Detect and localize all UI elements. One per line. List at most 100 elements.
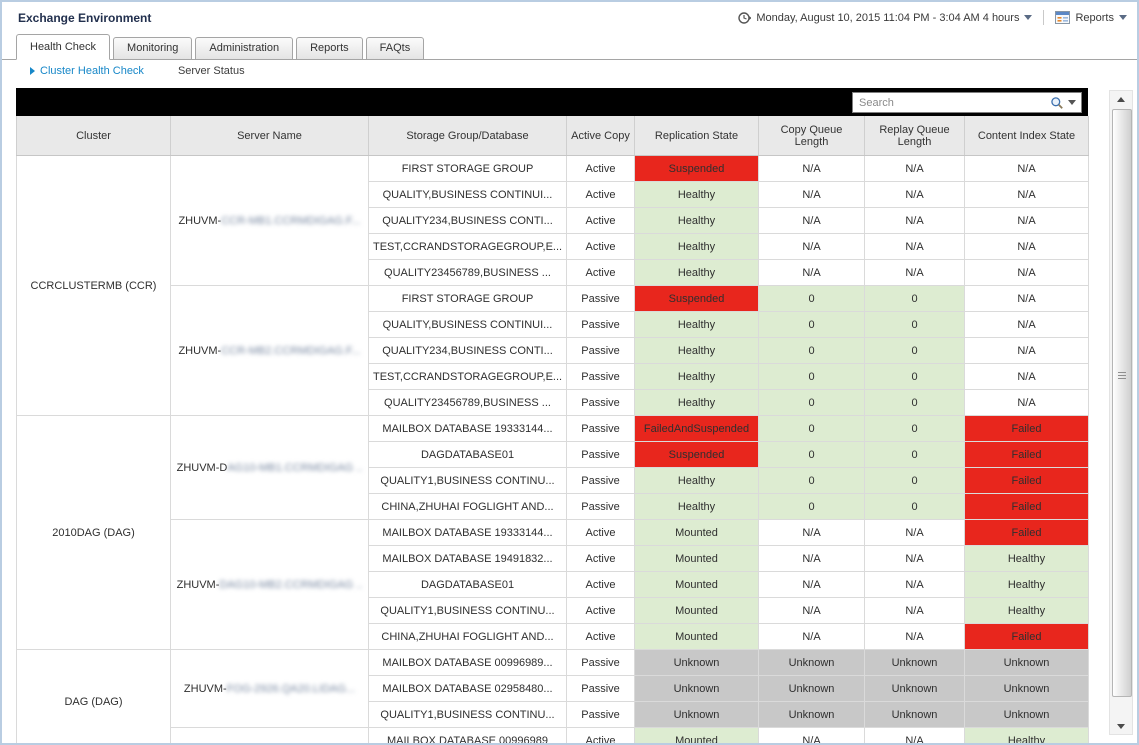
- replay-queue-cell: N/A: [864, 623, 965, 650]
- column-header-active-copy[interactable]: Active Copy: [566, 116, 635, 156]
- toolbar-divider: [1043, 10, 1045, 25]
- column-header-server-name[interactable]: Server Name: [170, 116, 369, 156]
- copy-queue-cell: N/A: [758, 545, 865, 572]
- table-row: QUALITY1,BUSINESS CONTINU... Passive Unkno…: [17, 701, 1089, 728]
- tab-monitoring[interactable]: Monitoring: [113, 37, 193, 60]
- reports-caret-icon[interactable]: [1119, 15, 1127, 20]
- grid-wrap: Cluster Server Name Storage Group/Database…: [16, 116, 1089, 743]
- column-header-content-index-state[interactable]: Content Index State: [964, 116, 1089, 156]
- content-index-cell: N/A: [964, 285, 1089, 312]
- scroll-thumb[interactable]: [1112, 109, 1132, 697]
- database-cell: DAGDATABASE01: [368, 441, 567, 468]
- database-cell: MAILBOX DATABASE 19333144...: [368, 415, 567, 442]
- server-name-cell: ZHUVM-DAG10-MB2.CCRMDIGAG ..: [170, 519, 369, 650]
- active-copy-cell: Active: [566, 259, 635, 286]
- replay-queue-cell: 0: [864, 337, 965, 364]
- subnav: Cluster Health Check Server Status: [30, 65, 245, 77]
- replication-state-cell: Unknown: [634, 649, 759, 676]
- active-copy-cell: Passive: [566, 415, 635, 442]
- tab-reports[interactable]: Reports: [296, 37, 363, 60]
- tab-administration[interactable]: Administration: [195, 37, 294, 60]
- content-index-cell: Failed: [964, 623, 1089, 650]
- column-header-replication-state[interactable]: Replication State: [634, 116, 759, 156]
- subnav-item-label: Cluster Health Check: [40, 65, 144, 77]
- replication-state-cell: Suspended: [634, 441, 759, 468]
- search-options-caret-icon[interactable]: [1068, 100, 1076, 105]
- content-index-cell: N/A: [964, 337, 1089, 364]
- column-header-copy-queue-length[interactable]: Copy Queue Length: [758, 116, 865, 156]
- content-index-cell: Healthy: [964, 571, 1089, 598]
- table-row: QUALITY23456789,BUSINESS ... Passive Healt…: [17, 389, 1089, 416]
- database-cell: MAILBOX DATABASE 02958480...: [368, 675, 567, 702]
- replay-queue-cell: 0: [864, 493, 965, 520]
- active-copy-cell: Passive: [566, 363, 635, 390]
- server-name-prefix: ZHUVM-: [178, 214, 222, 227]
- subnav-item-label: Server Status: [177, 65, 245, 77]
- replay-queue-cell: N/A: [864, 181, 965, 208]
- time-range-caret-icon[interactable]: [1024, 15, 1033, 20]
- active-copy-cell: Passive: [566, 285, 635, 312]
- cluster-health-table: Cluster Server Name Storage Group/Database…: [16, 116, 1089, 743]
- replay-queue-cell: 0: [864, 363, 965, 390]
- content-index-cell: Failed: [964, 493, 1089, 520]
- scroll-up-button[interactable]: [1110, 91, 1132, 107]
- active-copy-cell: Passive: [566, 493, 635, 520]
- content-index-cell: N/A: [964, 311, 1089, 338]
- server-name-redacted: AG10-MB1.CCRMDIGAG ..: [227, 461, 363, 474]
- tab-health-check[interactable]: Health Check: [16, 34, 111, 60]
- subnav-item-server-status[interactable]: Server Status: [178, 65, 245, 77]
- scroll-down-button[interactable]: [1110, 718, 1132, 734]
- cluster-cell: 2010DAG (DAG): [16, 415, 171, 650]
- replay-queue-cell: N/A: [864, 519, 965, 546]
- tab-bar: Health Check Monitoring Administration Repo…: [16, 34, 425, 60]
- replication-state-cell: Unknown: [634, 675, 759, 702]
- table-row: MAILBOX DATABASE 02958480... Passive Unkno…: [17, 675, 1089, 702]
- active-copy-cell: Active: [566, 727, 635, 743]
- replay-queue-cell: N/A: [864, 597, 965, 624]
- search-input[interactable]: [853, 96, 1050, 109]
- search-icon[interactable]: [1050, 96, 1064, 110]
- server-name-cell: ZHUVM-FOG-2926.QA20.LIDAG...: [170, 649, 369, 728]
- replay-queue-cell: Unknown: [864, 649, 965, 676]
- column-header-replay-queue-length[interactable]: Replay Queue Length: [864, 116, 965, 156]
- tab-faqts[interactable]: FAQts: [365, 37, 425, 60]
- replay-queue-cell: Unknown: [864, 675, 965, 702]
- search-box[interactable]: [852, 92, 1082, 113]
- replication-state-cell: Healthy: [634, 233, 759, 260]
- replication-state-cell: Healthy: [634, 337, 759, 364]
- database-cell: QUALITY234,BUSINESS CONTI...: [368, 207, 567, 234]
- copy-queue-cell: N/A: [758, 259, 865, 286]
- active-copy-cell: Active: [566, 181, 635, 208]
- content-index-cell: N/A: [964, 389, 1089, 416]
- server-name-redacted: FOG-2926.QA20.LIDAG...: [226, 682, 356, 695]
- time-range-control[interactable]: Monday, August 10, 2015 11:04 PM - 3:04 …: [737, 11, 1033, 25]
- content-index-cell: N/A: [964, 155, 1089, 182]
- vertical-scrollbar[interactable]: [1109, 90, 1133, 735]
- content-index-cell: N/A: [964, 363, 1089, 390]
- replication-state-cell: Mounted: [634, 545, 759, 572]
- replay-queue-cell: N/A: [864, 207, 965, 234]
- column-header-cluster[interactable]: Cluster: [16, 116, 171, 156]
- copy-queue-cell: N/A: [758, 233, 865, 260]
- replication-state-cell: Suspended: [634, 155, 759, 182]
- copy-queue-cell: N/A: [758, 727, 865, 743]
- content-index-cell: Unknown: [964, 701, 1089, 728]
- subnav-item-cluster-health-check[interactable]: Cluster Health Check: [30, 65, 144, 77]
- database-cell: QUALITY234,BUSINESS CONTI...: [368, 337, 567, 364]
- content-index-cell: Failed: [964, 519, 1089, 546]
- column-header-storage-group-database[interactable]: Storage Group/Database: [368, 116, 567, 156]
- copy-queue-cell: N/A: [758, 623, 865, 650]
- replication-state-cell: Mounted: [634, 519, 759, 546]
- active-copy-cell: Active: [566, 155, 635, 182]
- content-index-cell: N/A: [964, 207, 1089, 234]
- server-name-cell: ZHUVM-DAG10-MB1.CCRMDIGAG ..: [170, 415, 369, 520]
- active-copy-cell: Passive: [566, 701, 635, 728]
- reports-control[interactable]: Reports: [1055, 11, 1127, 24]
- table-row: TEST,CCRANDSTORAGEGROUP,E... Active Health…: [17, 233, 1089, 260]
- database-cell: DAGDATABASE01: [368, 571, 567, 598]
- table-header-row: Cluster Server Name Storage Group/Database…: [16, 116, 1089, 156]
- copy-queue-cell: N/A: [758, 571, 865, 598]
- replay-queue-cell: N/A: [864, 727, 965, 743]
- replication-state-cell: Mounted: [634, 571, 759, 598]
- replication-state-cell: Healthy: [634, 259, 759, 286]
